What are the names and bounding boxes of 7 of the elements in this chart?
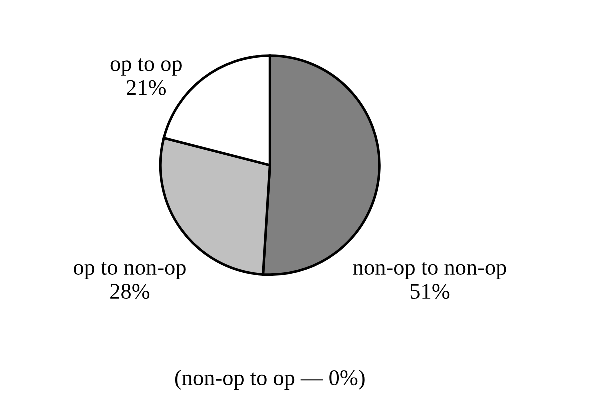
text: (non-op to op — 0%) <box>175 370 365 390</box>
slice-label: non-op to non-op <box>353 262 506 280</box>
data-label: 28% <box>110 284 150 300</box>
slice-label: op to op <box>110 58 182 76</box>
data-label: 21% <box>127 80 166 96</box>
slice-label: op to non-op <box>74 262 186 280</box>
data-label: 51% <box>410 284 450 300</box>
